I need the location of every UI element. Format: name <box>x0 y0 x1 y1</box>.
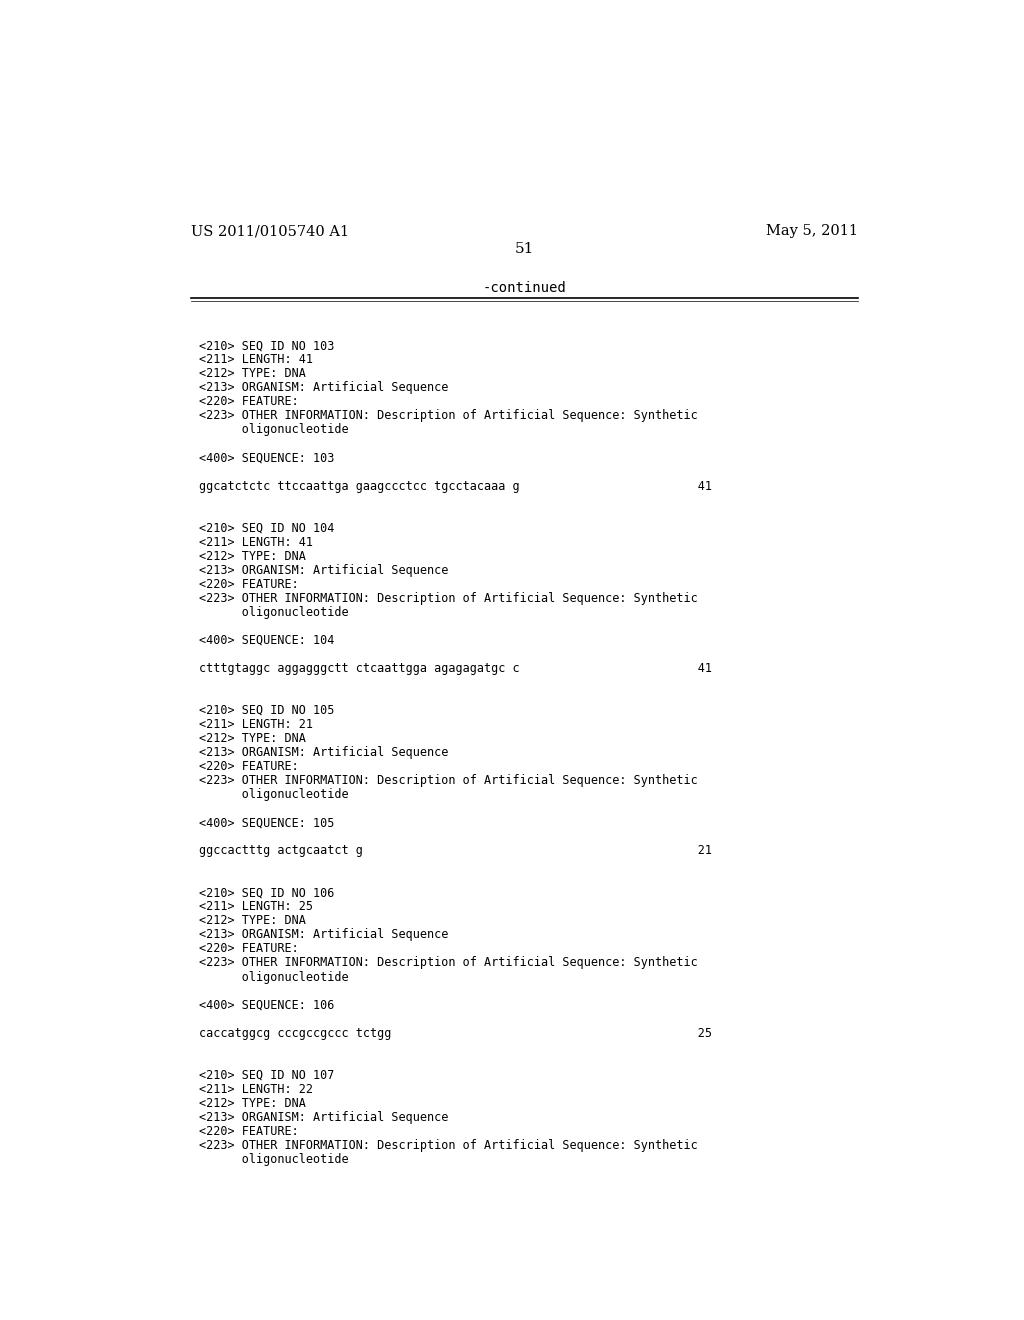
Text: <213> ORGANISM: Artificial Sequence: <213> ORGANISM: Artificial Sequence <box>200 564 449 577</box>
Text: <212> TYPE: DNA: <212> TYPE: DNA <box>200 549 306 562</box>
Text: <220> FEATURE:: <220> FEATURE: <box>200 396 299 408</box>
Text: <212> TYPE: DNA: <212> TYPE: DNA <box>200 915 306 928</box>
Text: <210> SEQ ID NO 105: <210> SEQ ID NO 105 <box>200 704 335 717</box>
Text: <211> LENGTH: 22: <211> LENGTH: 22 <box>200 1082 313 1096</box>
Text: -continued: -continued <box>483 281 566 296</box>
Text: <211> LENGTH: 41: <211> LENGTH: 41 <box>200 354 313 367</box>
Text: oligonucleotide: oligonucleotide <box>200 606 349 619</box>
Text: May 5, 2011: May 5, 2011 <box>766 224 858 239</box>
Text: 51: 51 <box>515 242 535 256</box>
Text: ggcatctctc ttccaattga gaagccctcc tgcctacaaa g                         41: ggcatctctc ttccaattga gaagccctcc tgcctac… <box>200 479 713 492</box>
Text: US 2011/0105740 A1: US 2011/0105740 A1 <box>191 224 349 239</box>
Text: <213> ORGANISM: Artificial Sequence: <213> ORGANISM: Artificial Sequence <box>200 746 449 759</box>
Text: <400> SEQUENCE: 106: <400> SEQUENCE: 106 <box>200 998 335 1011</box>
Text: <223> OTHER INFORMATION: Description of Artificial Sequence: Synthetic: <223> OTHER INFORMATION: Description of … <box>200 591 698 605</box>
Text: <213> ORGANISM: Artificial Sequence: <213> ORGANISM: Artificial Sequence <box>200 381 449 395</box>
Text: <213> ORGANISM: Artificial Sequence: <213> ORGANISM: Artificial Sequence <box>200 928 449 941</box>
Text: <400> SEQUENCE: 103: <400> SEQUENCE: 103 <box>200 451 335 465</box>
Text: <210> SEQ ID NO 106: <210> SEQ ID NO 106 <box>200 886 335 899</box>
Text: <210> SEQ ID NO 104: <210> SEQ ID NO 104 <box>200 521 335 535</box>
Text: oligonucleotide: oligonucleotide <box>200 424 349 437</box>
Text: oligonucleotide: oligonucleotide <box>200 970 349 983</box>
Text: <223> OTHER INFORMATION: Description of Artificial Sequence: Synthetic: <223> OTHER INFORMATION: Description of … <box>200 957 698 969</box>
Text: <210> SEQ ID NO 107: <210> SEQ ID NO 107 <box>200 1069 335 1081</box>
Text: ctttgtaggc aggagggctt ctcaattgga agagagatgc c                         41: ctttgtaggc aggagggctt ctcaattgga agagaga… <box>200 661 713 675</box>
Text: <210> SEQ ID NO 103: <210> SEQ ID NO 103 <box>200 339 335 352</box>
Text: <220> FEATURE:: <220> FEATURE: <box>200 1125 299 1138</box>
Text: <400> SEQUENCE: 104: <400> SEQUENCE: 104 <box>200 634 335 647</box>
Text: <212> TYPE: DNA: <212> TYPE: DNA <box>200 1097 306 1110</box>
Text: <223> OTHER INFORMATION: Description of Artificial Sequence: Synthetic: <223> OTHER INFORMATION: Description of … <box>200 774 698 787</box>
Text: <213> ORGANISM: Artificial Sequence: <213> ORGANISM: Artificial Sequence <box>200 1110 449 1123</box>
Text: <220> FEATURE:: <220> FEATURE: <box>200 942 299 956</box>
Text: <223> OTHER INFORMATION: Description of Artificial Sequence: Synthetic: <223> OTHER INFORMATION: Description of … <box>200 409 698 422</box>
Text: <220> FEATURE:: <220> FEATURE: <box>200 760 299 774</box>
Text: <223> OTHER INFORMATION: Description of Artificial Sequence: Synthetic: <223> OTHER INFORMATION: Description of … <box>200 1139 698 1152</box>
Text: ggccactttg actgcaatct g                                               21: ggccactttg actgcaatct g 21 <box>200 845 713 857</box>
Text: oligonucleotide: oligonucleotide <box>200 1152 349 1166</box>
Text: <220> FEATURE:: <220> FEATURE: <box>200 578 299 591</box>
Text: <400> SEQUENCE: 105: <400> SEQUENCE: 105 <box>200 816 335 829</box>
Text: <211> LENGTH: 25: <211> LENGTH: 25 <box>200 900 313 913</box>
Text: oligonucleotide: oligonucleotide <box>200 788 349 801</box>
Text: caccatggcg cccgccgccc tctgg                                           25: caccatggcg cccgccgccc tctgg 25 <box>200 1027 713 1040</box>
Text: <212> TYPE: DNA: <212> TYPE: DNA <box>200 733 306 744</box>
Text: <211> LENGTH: 21: <211> LENGTH: 21 <box>200 718 313 731</box>
Text: <211> LENGTH: 41: <211> LENGTH: 41 <box>200 536 313 549</box>
Text: <212> TYPE: DNA: <212> TYPE: DNA <box>200 367 306 380</box>
